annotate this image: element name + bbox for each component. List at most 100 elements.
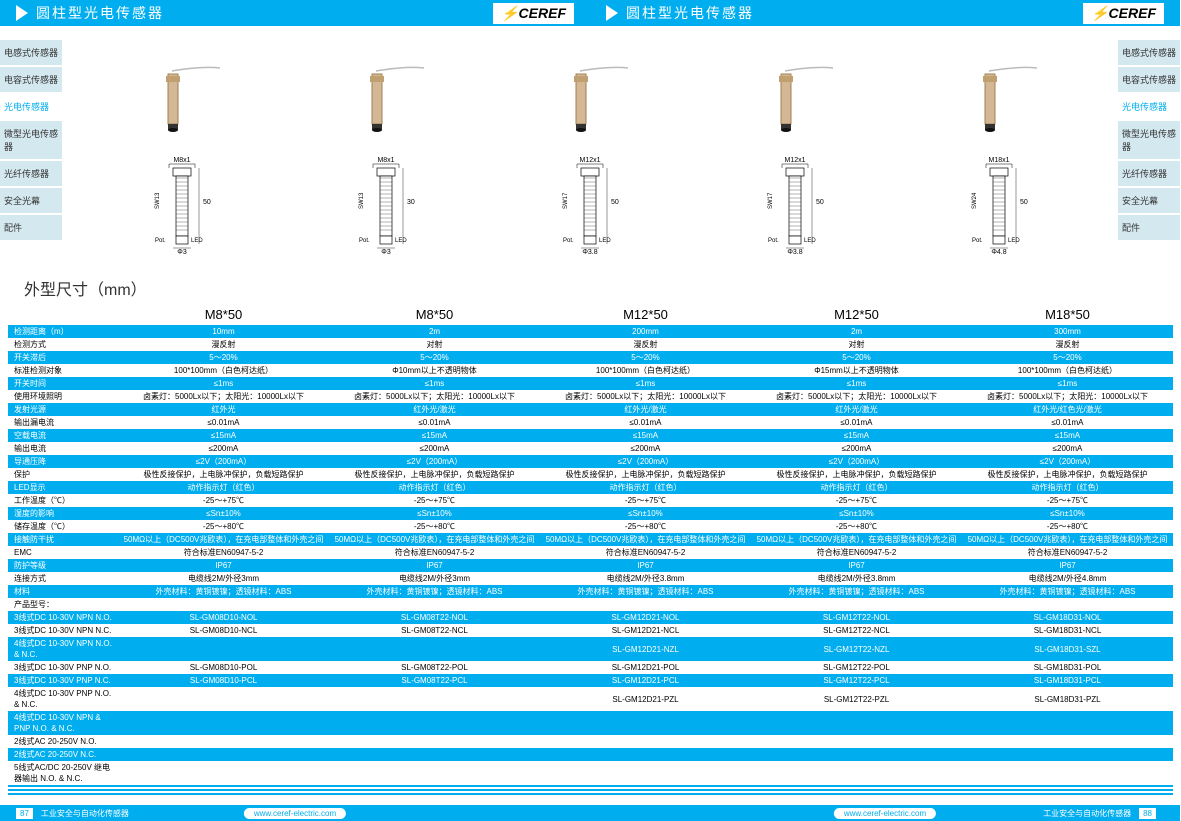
- arrow-icon: [16, 5, 28, 21]
- dimension-diagram: M12x1 SW17 50 Pot. LED Φ3.8: [745, 154, 845, 266]
- cell: [118, 748, 329, 761]
- cell: 符合标准EN60947-5-2: [329, 546, 540, 559]
- cell: SL-GM08D10-POL: [118, 661, 329, 674]
- cell: ≤Sn±10%: [962, 507, 1173, 520]
- sidebar-item[interactable]: 电容式传感器: [1118, 67, 1180, 92]
- cell: SL-GM12D21-POL: [540, 661, 751, 674]
- cell: Φ15mm以上不透明物体: [751, 364, 962, 377]
- table-row: EMC符合标准EN60947-5-2符合标准EN60947-5-2符合标准EN6…: [8, 546, 1173, 559]
- cell: SL-GM18D31-SZL: [962, 637, 1173, 661]
- cell: [118, 711, 329, 735]
- cell: [329, 687, 540, 711]
- column-header: M8*50: [329, 304, 540, 325]
- cell: ≤Sn±10%: [118, 507, 329, 520]
- cell: ≤1ms: [962, 377, 1173, 390]
- cell: SL-GM18D31-POL: [962, 661, 1173, 674]
- svg-text:SW13: SW13: [155, 192, 161, 209]
- sidebar-item[interactable]: 电感式传感器: [1118, 40, 1180, 65]
- row-label: 3线式DC 10-30V NPN N.C.: [8, 624, 118, 637]
- svg-text:LED: LED: [599, 238, 611, 244]
- sidebar-item[interactable]: 电容式传感器: [0, 67, 62, 92]
- row-label: 连接方式: [8, 572, 118, 585]
- sidebar-item[interactable]: 光电传感器: [0, 94, 62, 119]
- cell: SL-GM08T22-NCL: [329, 624, 540, 637]
- cell: -25～+75℃: [118, 494, 329, 507]
- cell: [329, 735, 540, 748]
- cell: ≤15mA: [329, 429, 540, 442]
- page-number: 88: [1139, 808, 1156, 819]
- dimension-diagram: M8x1 SW13 30 Pot. LED Φ3: [336, 154, 436, 266]
- sidebar-item[interactable]: 微型光电传感器: [0, 121, 62, 159]
- table-row: 3线式DC 10-30V PNP N.O.SL-GM08D10-POL SL-GM…: [8, 661, 1173, 674]
- cell: ≤2V（200mA）: [751, 455, 962, 468]
- cell: [751, 761, 962, 785]
- row-label: 检测距离（m）: [8, 325, 118, 338]
- sidebar-right: 电感式传感器电容式传感器光电传感器微型光电传感器光纤传感器安全光幕配件: [1118, 40, 1180, 242]
- cell: SL-GM18D31-NCL: [962, 624, 1173, 637]
- cell: SL-GM12D21-NZL: [540, 637, 751, 661]
- svg-text:Pot.: Pot.: [155, 238, 166, 244]
- cell: ≤15mA: [962, 429, 1173, 442]
- row-label: 4线式DC 10-30V NPN & PNP N.O. & N.C.: [8, 711, 118, 735]
- spec-section: 外型尺寸（mm） M8*50M8*50M12*50M12*50M18*50检测距…: [0, 276, 1181, 795]
- cell: [118, 761, 329, 785]
- table-row: 标准检测对象100*100mm（白色柯达纸）Φ10mm以上不透明物体100*10…: [8, 364, 1173, 377]
- sidebar-item[interactable]: 安全光幕: [0, 188, 62, 213]
- sidebar-item[interactable]: 光电传感器: [1118, 94, 1180, 119]
- sidebar-item[interactable]: 电感式传感器: [0, 40, 62, 65]
- table-row: 防护等级IP67IP67IP67IP67IP67: [8, 559, 1173, 572]
- cell: [329, 711, 540, 735]
- cell: 卤素灯：5000Lx以下；太阳光：10000Lx以下: [962, 390, 1173, 403]
- cell: 50MΩ以上（DC500V兆欧表），在充电部整体和外壳之间: [540, 533, 751, 546]
- sidebar-item[interactable]: 配件: [0, 215, 62, 240]
- svg-text:SW17: SW17: [563, 192, 569, 209]
- cell: ≤2V（200mA）: [118, 455, 329, 468]
- cell: SL-GM08D10-NOL: [118, 611, 329, 624]
- sidebar-item[interactable]: 配件: [1118, 215, 1180, 240]
- cell: 红外光/激光: [751, 403, 962, 416]
- sidebar-left: 电感式传感器电容式传感器光电传感器微型光电传感器光纤传感器安全光幕配件: [0, 40, 62, 242]
- cell: 极性反接保护，上电脉冲保护，负载短路保护: [540, 468, 751, 481]
- cell: 100*100mm（白色柯达纸）: [540, 364, 751, 377]
- row-label: 储存温度（℃）: [8, 520, 118, 533]
- logo: ⚡CEREF: [1083, 3, 1164, 24]
- table-row: 检测方式漫反射对射漫反射对射漫反射: [8, 338, 1173, 351]
- table-row: 3线式DC 10-30V PNP N.C.SL-GM08D10-PCLSL-GM…: [8, 674, 1173, 687]
- cell: ≤2V（200mA）: [540, 455, 751, 468]
- product-image: [949, 66, 1049, 148]
- sidebar-item[interactable]: 光纤传感器: [0, 161, 62, 186]
- cell: 电缆线2M/外径3mm: [329, 572, 540, 585]
- table-row: 开关滞后5～20%5～20%5～20%5～20%5～20%: [8, 351, 1173, 364]
- svg-text:LED: LED: [1008, 238, 1020, 244]
- cell: SL-GM12D21-PCL: [540, 674, 751, 687]
- footer-text: 工业安全与自动化传感器: [1043, 808, 1131, 819]
- cell: SL-GM18D31-NOL: [962, 611, 1173, 624]
- cell: 极性反接保护，上电脉冲保护，负载短路保护: [962, 468, 1173, 481]
- row-label: 3线式DC 10-30V PNP N.O.: [8, 661, 118, 674]
- cell: IP67: [751, 559, 962, 572]
- cell: SL-GM12D21-NCL: [540, 624, 751, 637]
- table-row: 储存温度（℃）-25～+80℃-25～+80℃-25～+80℃-25～+80℃-…: [8, 520, 1173, 533]
- cell: 5～20%: [751, 351, 962, 364]
- cell: 符合标准EN60947-5-2: [540, 546, 751, 559]
- sidebar-item[interactable]: 光纤传感器: [1118, 161, 1180, 186]
- table-row: 开关时间≤1ms≤1ms≤1ms≤1ms≤1ms: [8, 377, 1173, 390]
- cell: [329, 748, 540, 761]
- row-label: 输出电流: [8, 442, 118, 455]
- cell: -25～+80℃: [962, 520, 1173, 533]
- cell: 符合标准EN60947-5-2: [118, 546, 329, 559]
- cell: 电缆线2M/外径3.8mm: [540, 572, 751, 585]
- sidebar-item[interactable]: 安全光幕: [1118, 188, 1180, 213]
- cell: SL-GM12T22-NZL: [751, 637, 962, 661]
- row-label: 使用环境照明: [8, 390, 118, 403]
- footer-url: www.ceref-electric.com: [244, 808, 346, 819]
- svg-text:LED: LED: [395, 238, 407, 244]
- row-label: 材料: [8, 585, 118, 598]
- svg-text:50: 50: [1020, 199, 1028, 206]
- cell: ≤1ms: [118, 377, 329, 390]
- sidebar-item[interactable]: 微型光电传感器: [1118, 121, 1180, 159]
- cell: IP67: [118, 559, 329, 572]
- cell: 对射: [751, 338, 962, 351]
- cell: SL-GM08D10-PCL: [118, 674, 329, 687]
- cell: ≤200mA: [329, 442, 540, 455]
